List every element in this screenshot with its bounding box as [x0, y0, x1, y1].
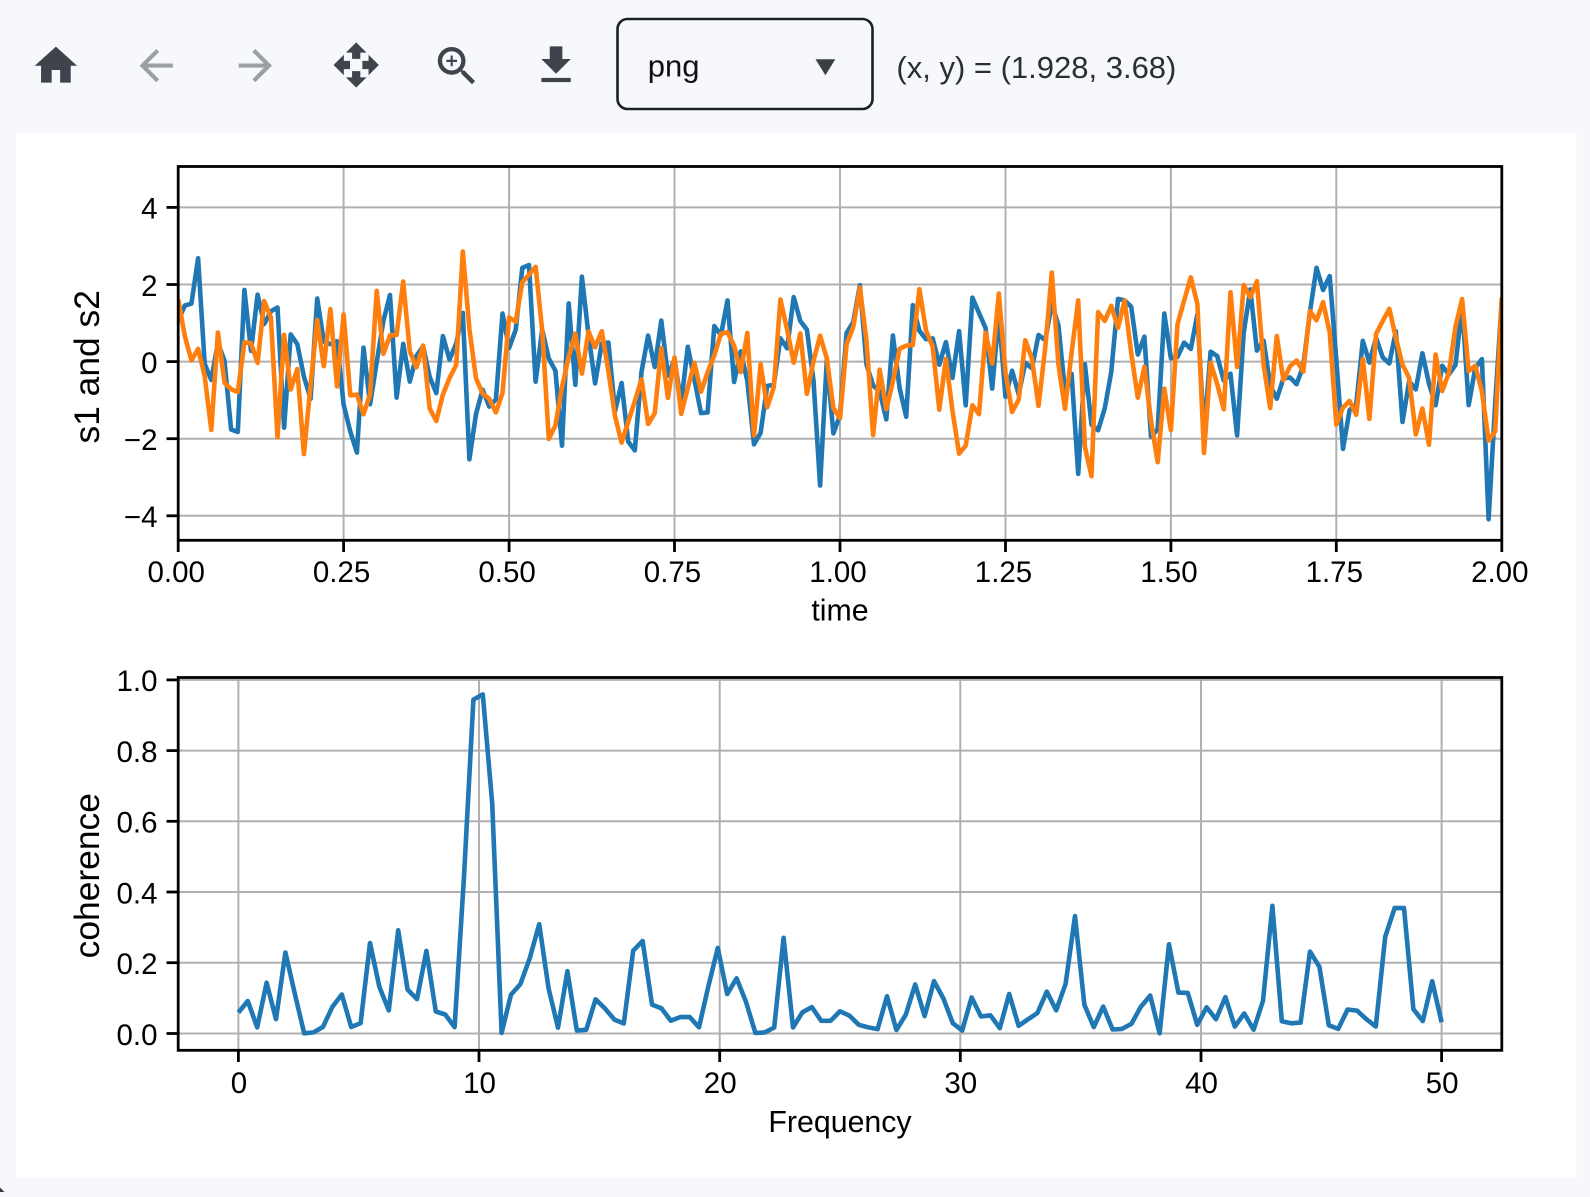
- svg-text:1.00: 1.00: [809, 556, 866, 589]
- svg-text:30: 30: [944, 1067, 977, 1100]
- svg-text:png: png: [648, 49, 700, 84]
- svg-text:0.8: 0.8: [116, 736, 157, 769]
- svg-text:0.25: 0.25: [313, 556, 370, 589]
- svg-text:0.6: 0.6: [116, 807, 157, 840]
- svg-text:0.2: 0.2: [116, 948, 157, 981]
- svg-text:0: 0: [141, 347, 157, 380]
- svg-text:2.00: 2.00: [1471, 556, 1528, 589]
- svg-text:10: 10: [463, 1067, 496, 1100]
- svg-text:1.75: 1.75: [1306, 556, 1363, 589]
- svg-text:2: 2: [141, 270, 157, 303]
- svg-text:20: 20: [704, 1067, 737, 1100]
- svg-text:time: time: [811, 595, 868, 628]
- svg-text:1.25: 1.25: [975, 556, 1032, 589]
- svg-text:0.4: 0.4: [116, 877, 157, 910]
- svg-text:0: 0: [231, 1067, 247, 1100]
- svg-text:50: 50: [1426, 1067, 1459, 1100]
- svg-text:0.00: 0.00: [147, 556, 204, 589]
- svg-text:coherence: coherence: [67, 793, 107, 958]
- svg-text:0.50: 0.50: [478, 556, 535, 589]
- svg-text:(x, y) = (1.928, 3.68): (x, y) = (1.928, 3.68): [896, 50, 1176, 85]
- svg-text:−4: −4: [124, 501, 158, 534]
- svg-text:4: 4: [141, 193, 157, 226]
- svg-text:0.75: 0.75: [644, 556, 701, 589]
- svg-text:1.0: 1.0: [116, 665, 157, 698]
- svg-text:0.0: 0.0: [116, 1019, 157, 1052]
- svg-text:40: 40: [1185, 1067, 1218, 1100]
- svg-text:s1 and s2: s1 and s2: [67, 290, 107, 443]
- svg-text:1.50: 1.50: [1140, 556, 1197, 589]
- svg-text:−2: −2: [124, 424, 158, 457]
- svg-text:Frequency: Frequency: [768, 1106, 912, 1139]
